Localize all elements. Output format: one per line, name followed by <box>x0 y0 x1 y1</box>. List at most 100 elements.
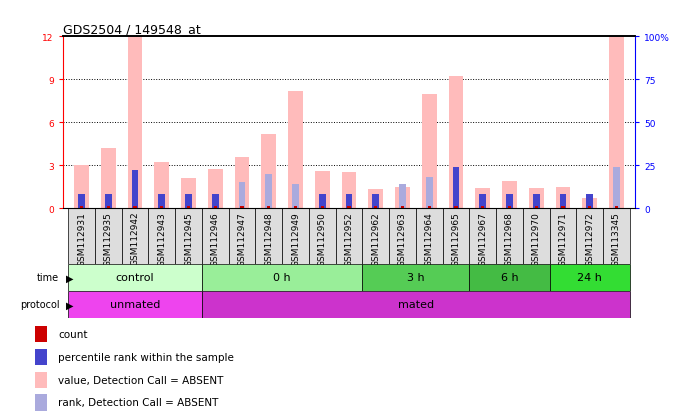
Bar <box>235 157 249 209</box>
Text: GSM112967: GSM112967 <box>478 211 487 266</box>
Text: value, Detection Call = ABSENT: value, Detection Call = ABSENT <box>58 375 223 385</box>
Bar <box>35 372 47 388</box>
Bar <box>373 195 379 209</box>
Bar <box>535 206 538 209</box>
FancyBboxPatch shape <box>309 209 336 264</box>
Text: ▶: ▶ <box>66 299 74 310</box>
Bar <box>560 195 566 209</box>
FancyBboxPatch shape <box>416 209 443 264</box>
Bar <box>475 189 490 209</box>
Bar <box>239 183 245 209</box>
Bar <box>582 199 597 209</box>
Bar <box>107 206 110 209</box>
Bar <box>533 195 540 209</box>
Text: GDS2504 / 149548_at: GDS2504 / 149548_at <box>63 23 200 36</box>
Bar <box>315 171 329 209</box>
Text: 3 h: 3 h <box>407 273 424 283</box>
Bar <box>158 195 165 209</box>
FancyBboxPatch shape <box>149 209 175 264</box>
Bar <box>160 206 163 209</box>
Bar <box>319 195 325 209</box>
Text: ▶: ▶ <box>66 273 74 283</box>
Text: GSM112962: GSM112962 <box>371 211 380 266</box>
FancyBboxPatch shape <box>362 264 469 291</box>
FancyBboxPatch shape <box>549 264 630 291</box>
Bar <box>586 195 593 209</box>
FancyBboxPatch shape <box>336 209 362 264</box>
Bar <box>454 206 458 209</box>
Bar <box>154 163 169 209</box>
Bar <box>615 206 618 209</box>
Bar <box>508 206 511 209</box>
FancyBboxPatch shape <box>469 209 496 264</box>
Text: unmated: unmated <box>110 299 161 310</box>
Bar <box>265 174 272 209</box>
Text: GSM112972: GSM112972 <box>585 211 594 266</box>
FancyBboxPatch shape <box>68 209 95 264</box>
Text: 24 h: 24 h <box>577 273 602 283</box>
Text: protocol: protocol <box>20 299 59 310</box>
Text: GSM112968: GSM112968 <box>505 211 514 266</box>
Text: GSM112946: GSM112946 <box>211 211 220 266</box>
Bar <box>395 187 410 209</box>
Text: GSM112947: GSM112947 <box>237 211 246 266</box>
Text: time: time <box>37 273 59 283</box>
Bar <box>208 170 223 209</box>
Bar <box>556 187 570 209</box>
Text: GSM112948: GSM112948 <box>265 211 273 266</box>
Bar <box>481 206 484 209</box>
Bar <box>128 37 142 209</box>
Text: GSM112949: GSM112949 <box>291 211 300 266</box>
Text: GSM112964: GSM112964 <box>425 211 433 266</box>
Bar <box>529 189 544 209</box>
FancyBboxPatch shape <box>202 209 229 264</box>
Text: GSM112935: GSM112935 <box>104 211 113 266</box>
Text: GSM112942: GSM112942 <box>131 211 140 266</box>
Bar <box>212 195 218 209</box>
FancyBboxPatch shape <box>68 264 202 291</box>
FancyBboxPatch shape <box>389 209 416 264</box>
FancyBboxPatch shape <box>229 209 255 264</box>
Text: GSM112965: GSM112965 <box>452 211 461 266</box>
Bar <box>288 91 303 209</box>
Bar <box>506 195 513 209</box>
Bar <box>181 178 196 209</box>
Bar <box>449 77 463 209</box>
FancyBboxPatch shape <box>496 209 523 264</box>
Bar <box>428 206 431 209</box>
Bar <box>426 178 433 209</box>
FancyBboxPatch shape <box>549 209 577 264</box>
Text: rank, Detection Call = ABSENT: rank, Detection Call = ABSENT <box>58 398 218 408</box>
Bar <box>401 206 404 209</box>
Bar <box>214 206 217 209</box>
Bar <box>422 94 436 209</box>
Text: control: control <box>116 273 154 283</box>
Text: percentile rank within the sample: percentile rank within the sample <box>58 352 234 362</box>
Bar <box>348 206 350 209</box>
FancyBboxPatch shape <box>469 264 549 291</box>
Text: mated: mated <box>398 299 434 310</box>
Bar <box>240 206 244 209</box>
Text: GSM113345: GSM113345 <box>612 211 621 266</box>
Bar <box>480 195 486 209</box>
Bar <box>105 195 112 209</box>
Bar <box>35 326 47 342</box>
Text: GSM112963: GSM112963 <box>398 211 407 266</box>
Bar <box>133 206 137 209</box>
Bar <box>374 206 378 209</box>
FancyBboxPatch shape <box>282 209 309 264</box>
FancyBboxPatch shape <box>202 264 362 291</box>
Bar <box>185 195 192 209</box>
Bar <box>101 149 116 209</box>
Bar <box>132 171 138 209</box>
Text: GSM112970: GSM112970 <box>532 211 541 266</box>
Text: count: count <box>58 330 87 339</box>
Bar <box>613 167 620 209</box>
FancyBboxPatch shape <box>577 209 603 264</box>
Bar <box>453 167 459 209</box>
Bar <box>561 206 565 209</box>
Bar <box>292 185 299 209</box>
Bar <box>74 166 89 209</box>
FancyBboxPatch shape <box>523 209 549 264</box>
Bar <box>262 134 276 209</box>
